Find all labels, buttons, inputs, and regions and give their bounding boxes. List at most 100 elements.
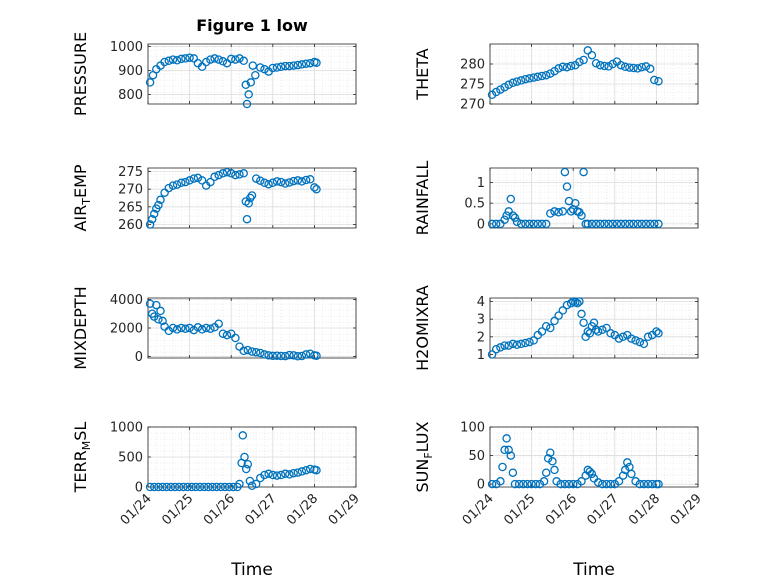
axes-box <box>489 297 699 359</box>
data-point <box>162 482 171 492</box>
data-point <box>210 54 219 63</box>
data-point <box>256 63 265 72</box>
data-point <box>170 482 180 492</box>
data-point <box>598 325 607 335</box>
data-point <box>550 316 559 326</box>
data-point <box>276 62 286 72</box>
data-point <box>645 64 655 74</box>
data-point <box>210 172 219 182</box>
data-point <box>201 323 211 333</box>
y-tick-label: 50 <box>468 449 485 464</box>
data-point <box>238 431 248 440</box>
data-point <box>496 85 505 94</box>
data-point <box>633 219 642 229</box>
data-point <box>562 182 572 191</box>
data-point <box>231 55 240 64</box>
data-point <box>293 468 303 477</box>
data-point <box>600 61 609 71</box>
data-point <box>558 62 568 72</box>
data-point <box>635 337 645 347</box>
data-point <box>620 465 630 475</box>
y-tick-label: 260 <box>118 218 143 233</box>
data-point <box>504 80 513 90</box>
data-point <box>610 479 620 489</box>
y-axis-label: RAINFALL <box>413 161 432 236</box>
data-point <box>595 60 605 70</box>
data-point <box>293 176 303 185</box>
data-point <box>521 219 530 229</box>
data-point <box>289 351 298 360</box>
data-point <box>260 178 269 188</box>
data-point <box>550 207 559 216</box>
data-point <box>272 177 282 186</box>
data-point <box>206 324 215 333</box>
data-point <box>231 170 240 180</box>
data-point <box>546 448 555 457</box>
data-point <box>577 309 586 319</box>
data-point <box>521 338 530 348</box>
data-point <box>591 219 601 229</box>
data-point <box>602 479 611 489</box>
data-point <box>616 60 626 70</box>
data-point <box>293 60 303 70</box>
data-point <box>585 467 595 476</box>
y-tick-label: 1000 <box>110 421 143 436</box>
data-point <box>183 482 192 492</box>
data-point <box>516 219 526 229</box>
data-point <box>558 207 568 216</box>
data-point <box>285 350 294 360</box>
x-tick-label: 01/25 <box>501 491 538 528</box>
data-point <box>608 59 617 69</box>
data-point <box>614 334 624 343</box>
data-point <box>285 61 294 71</box>
data-point <box>222 58 232 68</box>
data-point <box>260 470 269 480</box>
y-axis-label: THETA <box>413 48 432 100</box>
y-axis-label: TERRMSL <box>71 422 93 494</box>
y-tick-label: 3 <box>477 313 485 328</box>
data-point <box>639 339 649 349</box>
data-point <box>508 211 518 220</box>
data-point <box>500 82 509 92</box>
data-point <box>276 351 286 361</box>
data-point <box>189 174 199 183</box>
data-point <box>156 195 165 205</box>
data-point <box>498 462 507 472</box>
data-point <box>312 58 321 67</box>
subplot-sun-flux: 01/24 01/25 01/26 01/27 01/28 01/29 0 50 100 SUNF… <box>413 421 705 529</box>
data-point <box>631 336 640 345</box>
data-point <box>177 54 186 64</box>
y-tick-label: 1 <box>477 348 485 363</box>
data-point <box>510 479 520 489</box>
data-point <box>268 351 278 361</box>
y-tick-label: 270 <box>460 98 485 113</box>
y-tick-label: 0 <box>135 481 143 496</box>
data-point <box>276 177 286 187</box>
data-point <box>272 351 282 360</box>
data-point <box>181 54 190 63</box>
data-point <box>218 169 228 178</box>
subplot-pressure: 800 900 1000 PRESSURE <box>71 32 357 116</box>
data-point <box>168 323 178 333</box>
data-point <box>618 471 628 480</box>
data-point <box>226 169 236 178</box>
data-point <box>604 219 613 229</box>
x-tick-label: 01/29 <box>326 491 363 528</box>
data-point <box>654 329 663 338</box>
data-point <box>222 167 232 177</box>
data-point <box>500 341 509 350</box>
data-point <box>539 477 549 486</box>
y-tick-label: 2000 <box>110 322 143 337</box>
data-point <box>160 188 169 197</box>
data-point <box>154 482 163 492</box>
data-point <box>546 323 555 333</box>
data-point <box>521 74 530 84</box>
data-point <box>160 57 169 67</box>
data-point <box>164 56 174 66</box>
data-point <box>583 327 593 336</box>
data-point <box>573 299 582 308</box>
data-point <box>214 170 223 180</box>
data-point <box>216 482 226 492</box>
x-tick-label: 01/24 <box>118 491 155 528</box>
y-tick-label: 4000 <box>110 293 143 308</box>
